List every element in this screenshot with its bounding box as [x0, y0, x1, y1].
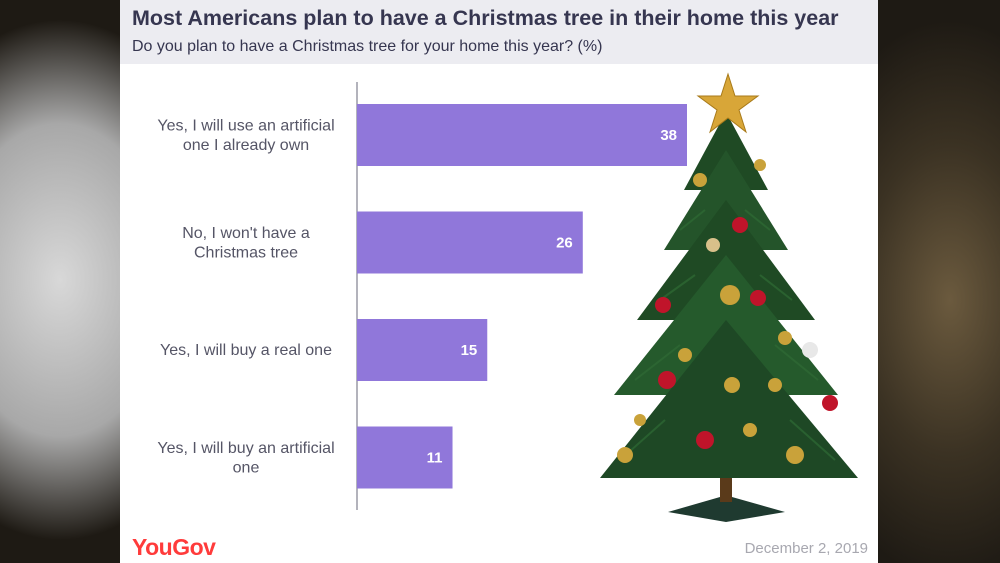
bar-0 — [357, 104, 687, 166]
category-label-1: No, I won't have a Christmas tree — [182, 225, 310, 262]
chart-title: Most Americans plan to have a Christmas … — [132, 6, 839, 30]
header-band: Most Americans plan to have a Christmas … — [120, 0, 878, 64]
chart-card: Most Americans plan to have a Christmas … — [120, 0, 878, 563]
publication-date: December 2, 2019 — [744, 540, 868, 557]
bar-2 — [357, 319, 488, 381]
bar-value-label-2: 15 — [461, 342, 478, 359]
category-label-3-line-1: one — [233, 459, 260, 476]
category-label-2: Yes, I will buy a real one — [160, 342, 332, 359]
chart-subtitle: Do you plan to have a Christmas tree for… — [132, 38, 603, 55]
bar-value-label-0: 38 — [660, 127, 677, 144]
category-label-0: Yes, I will use an artificial one I alrea… — [157, 117, 334, 154]
category-label-0-line-1: one I already own — [183, 137, 309, 154]
bar-1 — [357, 211, 583, 274]
category-label-1-line-0: No, I won't have a — [182, 225, 310, 242]
christmas-tree-image — [600, 72, 858, 522]
bar-value-label-1: 26 — [556, 235, 573, 252]
category-label-0-line-0: Yes, I will use an artificial — [157, 117, 334, 134]
category-label-3: Yes, I will buy an artificial one — [157, 440, 334, 477]
bar-chart: 38 Yes, I will use an artificial one I alr… — [157, 72, 858, 522]
category-label-2-line-0: Yes, I will buy a real one — [160, 342, 332, 359]
bar-3 — [357, 426, 453, 489]
category-label-3-line-0: Yes, I will buy an artificial — [157, 440, 334, 457]
bar-value-label-3: 11 — [427, 450, 443, 467]
category-label-1-line-1: Christmas tree — [194, 244, 298, 261]
yougov-logo: YouGov — [132, 534, 216, 560]
